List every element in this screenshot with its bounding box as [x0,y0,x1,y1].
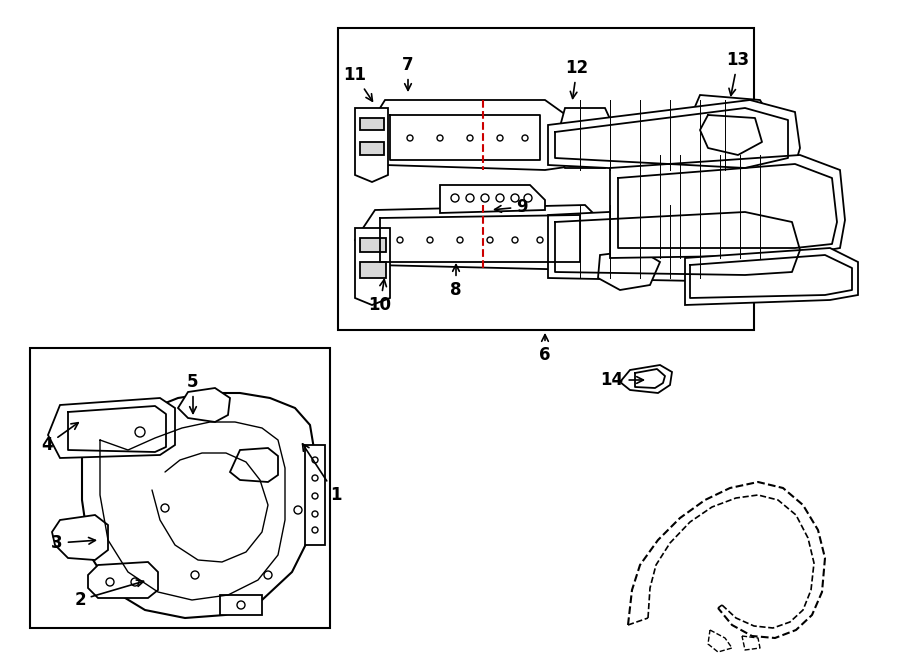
Circle shape [161,504,169,512]
Circle shape [191,571,199,579]
Text: 10: 10 [368,280,392,314]
Circle shape [427,237,433,243]
Polygon shape [598,250,660,290]
Circle shape [294,506,302,514]
Circle shape [466,194,474,202]
Text: 1: 1 [302,444,342,504]
Polygon shape [548,205,808,282]
Polygon shape [355,228,390,305]
Circle shape [135,427,145,437]
Polygon shape [555,108,615,168]
Circle shape [237,601,245,609]
Polygon shape [355,108,388,182]
Circle shape [264,571,272,579]
Circle shape [397,237,403,243]
Polygon shape [620,365,672,393]
Circle shape [497,135,503,141]
Polygon shape [355,205,610,270]
Circle shape [512,237,518,243]
Polygon shape [360,100,580,170]
Circle shape [496,194,504,202]
Polygon shape [305,445,325,545]
Circle shape [481,194,489,202]
Polygon shape [230,448,278,482]
Polygon shape [360,118,384,130]
Text: 8: 8 [450,264,462,299]
Text: 13: 13 [726,51,750,95]
Circle shape [522,135,528,141]
Bar [30,348,330,628]
Bar [338,28,754,330]
Circle shape [524,194,532,202]
Circle shape [312,457,318,463]
Text: 11: 11 [344,66,373,101]
Polygon shape [610,155,845,258]
Text: 5: 5 [187,373,199,413]
Polygon shape [548,100,800,175]
Polygon shape [360,238,386,252]
Circle shape [487,237,493,243]
Circle shape [106,578,114,586]
Circle shape [407,135,413,141]
Text: 9: 9 [495,198,527,216]
Circle shape [131,578,139,586]
Circle shape [537,237,543,243]
Circle shape [457,237,463,243]
Text: 3: 3 [51,534,95,552]
Polygon shape [360,142,384,155]
Polygon shape [82,393,315,618]
Circle shape [511,194,519,202]
Circle shape [451,194,459,202]
Text: 12: 12 [565,59,589,98]
Text: 2: 2 [74,580,143,609]
Polygon shape [220,595,262,615]
Circle shape [567,140,577,150]
Polygon shape [685,95,775,168]
Circle shape [312,511,318,517]
Circle shape [312,475,318,481]
Text: 6: 6 [539,334,551,364]
Polygon shape [685,248,858,305]
Circle shape [312,493,318,499]
Circle shape [567,125,577,135]
Polygon shape [88,562,158,598]
Circle shape [467,135,473,141]
Circle shape [437,135,443,141]
Text: 14: 14 [600,371,644,389]
Polygon shape [440,185,545,213]
Polygon shape [178,388,230,422]
Text: 7: 7 [402,56,414,91]
Polygon shape [360,262,386,278]
Polygon shape [48,398,175,458]
Circle shape [312,527,318,533]
Polygon shape [52,515,108,560]
Text: 4: 4 [41,422,78,454]
